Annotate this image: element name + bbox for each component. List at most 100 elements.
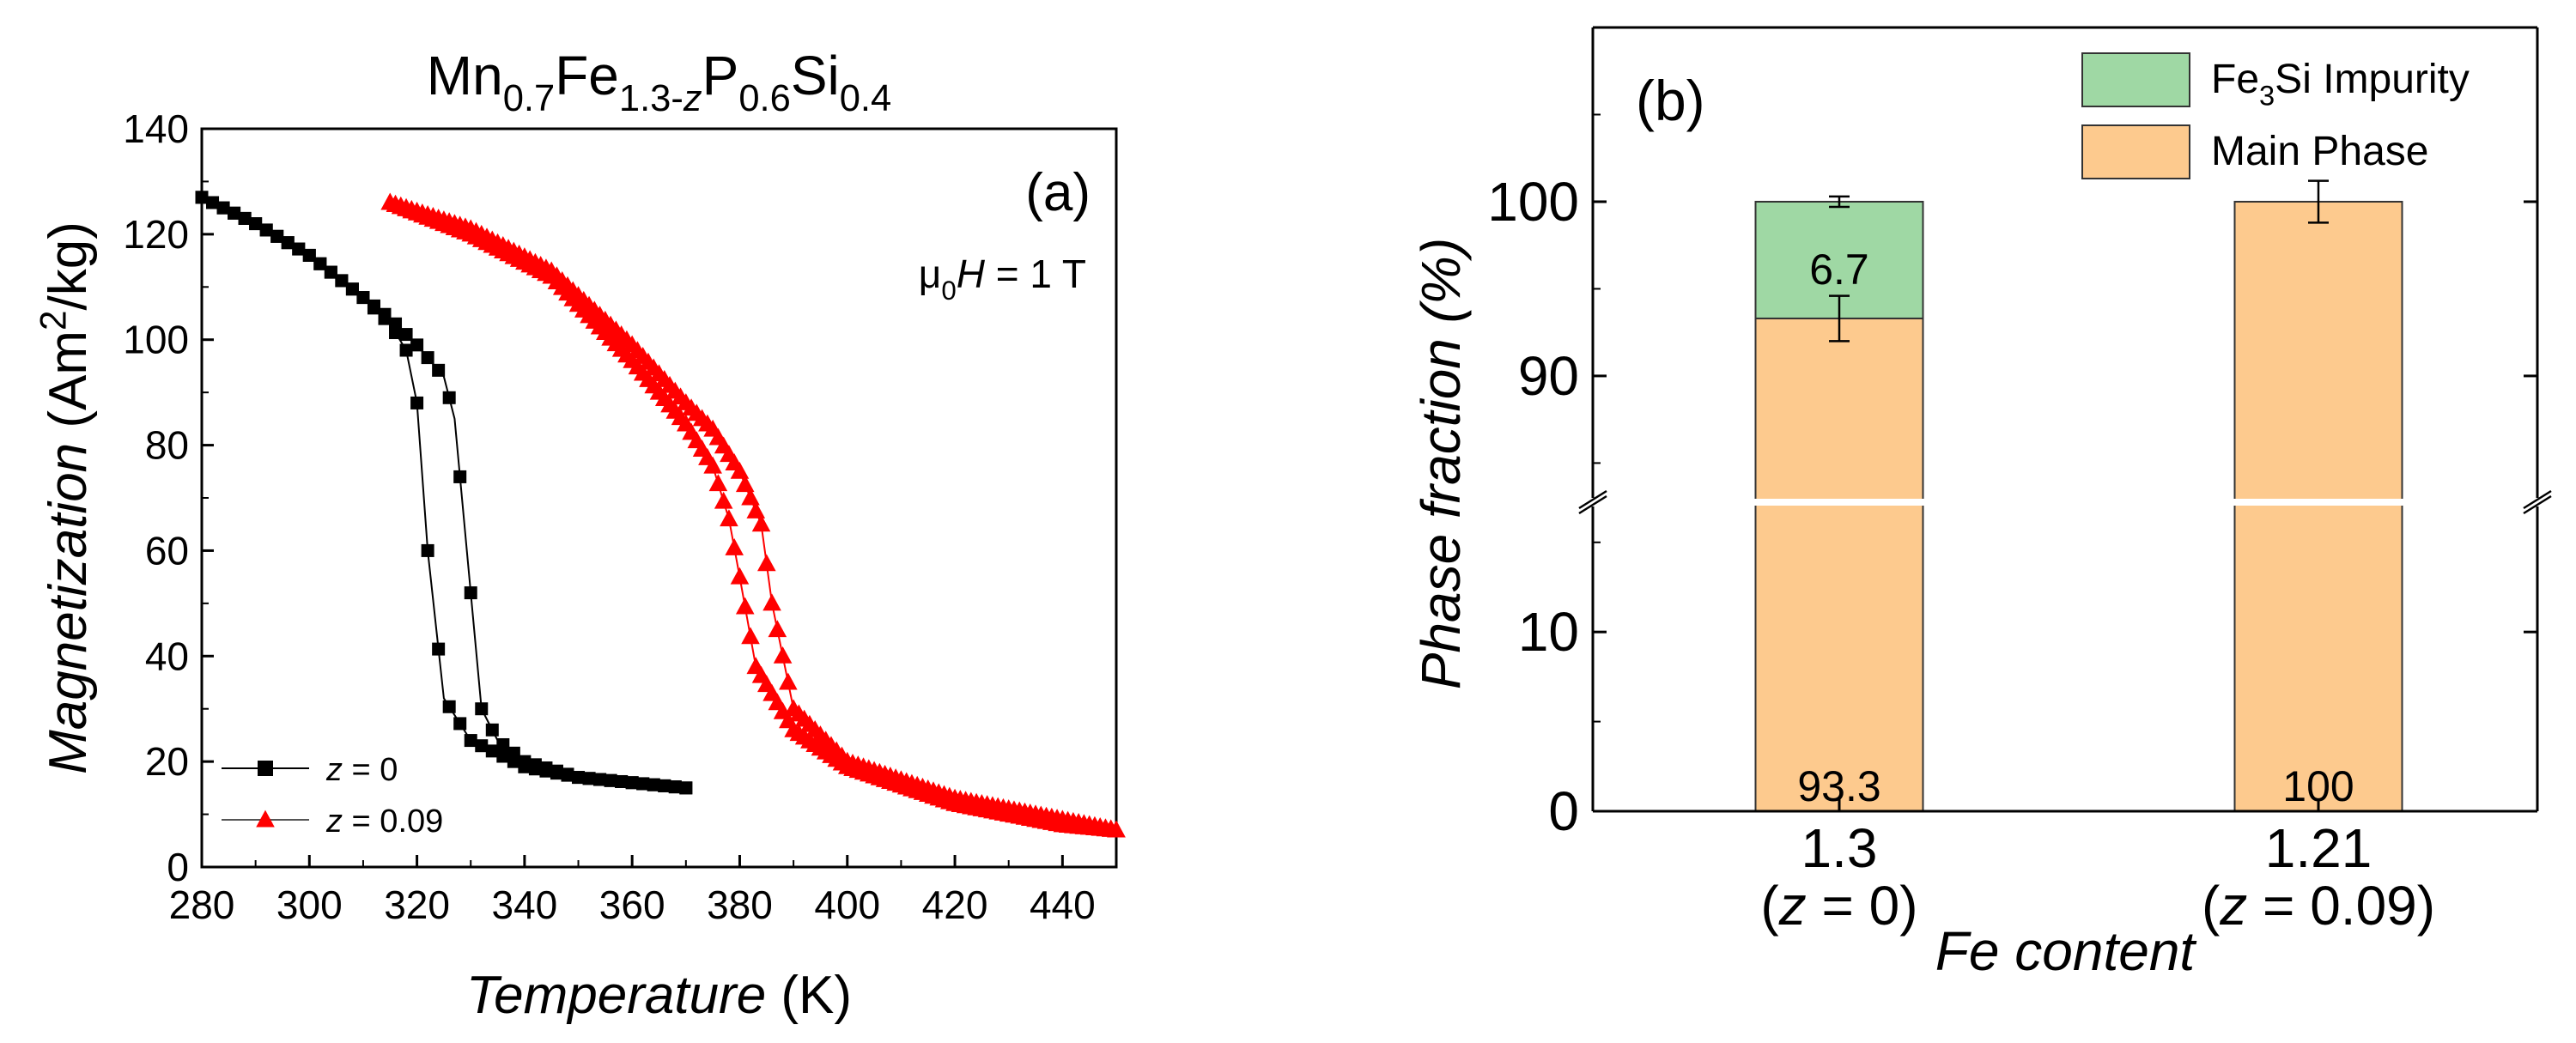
data-point <box>762 593 781 611</box>
legend-swatch <box>2081 124 2190 179</box>
data-point <box>410 396 424 409</box>
data-point <box>453 717 467 731</box>
y-tick-label: 80 <box>145 423 189 468</box>
data-point <box>720 509 738 527</box>
legend-swatch <box>2081 52 2190 107</box>
axis-break-mark <box>1578 494 1607 515</box>
data-point <box>367 299 380 312</box>
axis-break-mark <box>2523 494 2552 515</box>
data-point <box>539 761 553 775</box>
data-point <box>593 773 607 786</box>
bar-main-phase <box>1754 317 1924 813</box>
data-point <box>528 758 542 772</box>
data-point <box>421 351 434 365</box>
data-point <box>746 501 766 518</box>
series-z009 <box>380 192 1126 838</box>
data-point <box>356 291 370 305</box>
y-tick-label: 120 <box>123 212 189 257</box>
data-point <box>668 780 682 794</box>
data-point <box>206 196 220 209</box>
bar-value-label: 6.7 <box>1809 246 1869 294</box>
data-point <box>335 274 349 288</box>
data-point <box>442 700 456 713</box>
data-point <box>518 755 532 768</box>
data-point <box>442 391 456 404</box>
data-point <box>615 774 629 788</box>
x-axis-label: Temperature (K) <box>466 966 852 1025</box>
magnetization-chart: 280 300 320 340 360 380 400 420 440 0 20 40 60 80 100 1… <box>33 45 1126 1025</box>
data-point <box>582 772 596 785</box>
data-point <box>378 307 392 321</box>
legend: Fe3Si Impurity Main Phase <box>2081 52 2470 179</box>
y-tick-label: 20 <box>145 739 189 784</box>
data-point <box>475 702 489 716</box>
data-point <box>399 328 413 342</box>
legend-marker <box>258 761 273 776</box>
data-point <box>345 282 359 296</box>
data-point <box>485 744 499 758</box>
data-point <box>735 475 755 493</box>
data-point <box>475 739 489 753</box>
x-tick-label: 280 <box>169 882 235 927</box>
axis-break-mark <box>2523 489 2552 510</box>
x-tick-label: 340 <box>492 882 558 927</box>
y-tick-label: 90 <box>1518 345 1579 407</box>
data-point <box>604 773 617 787</box>
data-point <box>313 257 327 270</box>
x-tick-label: 320 <box>384 882 450 927</box>
x-tick-label: 300 <box>276 882 343 927</box>
data-point <box>228 206 241 220</box>
data-point <box>453 470 467 483</box>
data-point <box>410 338 424 352</box>
data-point <box>432 642 446 656</box>
legend-marker <box>256 810 275 828</box>
axis-break-mark <box>1578 489 1607 510</box>
legend-label: Fe3Si Impurity <box>2211 57 2470 111</box>
data-point <box>741 627 760 645</box>
x-tick-label: 380 <box>707 882 773 927</box>
data-point <box>647 778 660 791</box>
y-tick-label: 0 <box>167 845 189 889</box>
data-point <box>751 514 771 532</box>
legend: z = 0 z = 0.09 <box>222 752 443 840</box>
x-axis-label: Fe content <box>1935 920 2197 982</box>
data-point <box>679 781 693 795</box>
legend-label: z = 0 <box>325 752 398 788</box>
field-annotation: μ0H = 1 T <box>919 252 1086 306</box>
data-point <box>421 543 434 557</box>
data-point <box>281 236 295 250</box>
y-tick-label: 100 <box>123 318 189 362</box>
data-point <box>464 734 477 748</box>
x-tick-label: 420 <box>922 882 988 927</box>
data-point <box>779 672 798 690</box>
data-point <box>658 779 671 792</box>
data-point <box>496 749 510 763</box>
data-point <box>636 777 650 791</box>
data-point <box>507 746 520 760</box>
data-point <box>324 265 337 279</box>
data-point <box>292 242 306 256</box>
data-point <box>730 461 750 479</box>
data-point <box>399 343 413 357</box>
data-point <box>773 646 793 664</box>
panel-label: (b) <box>1636 69 1705 132</box>
data-point <box>703 456 722 474</box>
panel-label: (a) <box>1025 163 1091 222</box>
y-axis-label: Phase fraction (%) <box>1410 238 1472 689</box>
data-point <box>195 191 209 204</box>
series-z0 <box>195 191 693 795</box>
data-point <box>561 767 574 781</box>
legend-label: z = 0.09 <box>325 803 443 840</box>
data-point <box>741 488 760 506</box>
data-point <box>238 211 252 225</box>
chart-title: Mn0.7Fe1.3-zP0.6Si0.4 <box>427 45 891 119</box>
axis-break-gap <box>1576 499 2555 506</box>
data-point <box>625 776 639 790</box>
x-category-label: 1.3 <box>1801 817 1878 879</box>
y-tick-label: 40 <box>145 634 189 678</box>
x-tick-label: 360 <box>599 882 665 927</box>
x-category-sublabel: (z = 0) <box>1760 875 1917 937</box>
data-point <box>485 723 499 737</box>
